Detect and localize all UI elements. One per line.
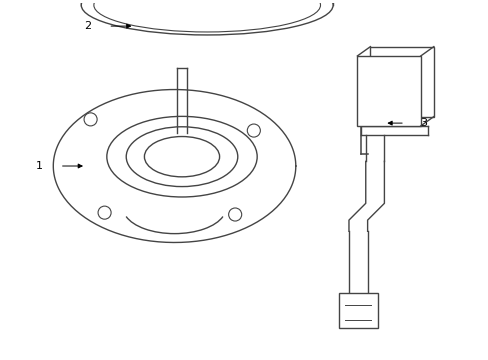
Circle shape: [98, 206, 111, 219]
Circle shape: [84, 113, 97, 126]
Ellipse shape: [126, 127, 237, 186]
Ellipse shape: [106, 116, 257, 197]
Bar: [357, 56, 420, 126]
Text: 2: 2: [84, 21, 91, 31]
Circle shape: [247, 124, 260, 137]
Bar: [338, 293, 377, 328]
Ellipse shape: [144, 136, 219, 177]
Bar: [370, 46, 433, 117]
Text: 1: 1: [36, 161, 43, 171]
Ellipse shape: [81, 0, 332, 35]
Circle shape: [228, 208, 241, 221]
Text: 3: 3: [419, 118, 426, 128]
